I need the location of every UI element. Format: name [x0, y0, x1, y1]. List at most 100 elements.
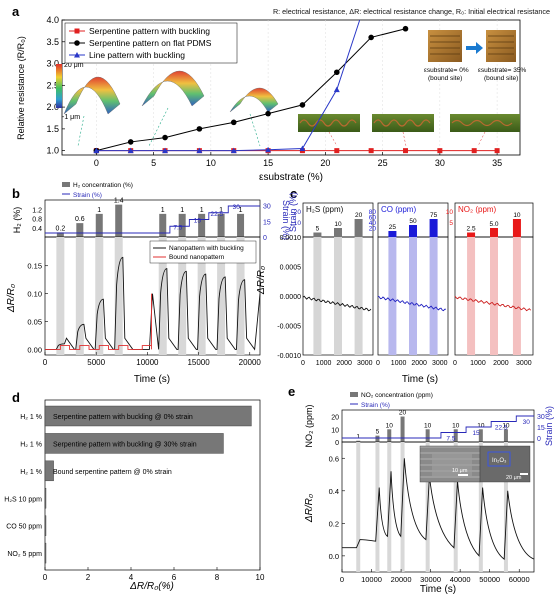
h2-pulse-label: 1: [200, 207, 204, 214]
strain-label-e: 22.5: [495, 425, 508, 432]
gas-pulse-label: 75: [430, 212, 438, 219]
data-point-square: [494, 148, 500, 154]
panel-c-xtick-label: 2000: [493, 360, 509, 367]
strain-label-e: 7.5: [446, 436, 455, 443]
colorbar-bottom-label: -1 μm: [62, 114, 80, 121]
legend-h2-concentration: H₂ concentration (%): [73, 182, 133, 189]
panel-label-d: d: [12, 390, 20, 405]
panel-c-ytick-label: 0.0010: [280, 235, 302, 242]
bar-category-label: NO₂ 5 ppm: [7, 551, 42, 558]
panel-c-trace: [377, 295, 446, 312]
h2-pulse-bar: [115, 204, 123, 237]
panel-c-trace: [454, 295, 532, 312]
strain-label-e: 15: [472, 430, 480, 437]
panel-c-xtick-label: 3000: [432, 360, 448, 367]
trace-bound-nanopattern: [45, 293, 152, 350]
panel-b-top-ylabel: H₂ (%): [12, 207, 22, 234]
h2-pulse-bar: [198, 213, 206, 237]
bar-4: [44, 515, 47, 536]
buckled-strip-inset-3: [450, 114, 520, 132]
h2-pulse-bar: [95, 213, 103, 237]
panel-a-xtick-label: 15: [263, 158, 273, 168]
sem-scale-20um: 20 μm: [506, 475, 522, 481]
panel-e-top-y2tick-label: 30: [537, 414, 545, 421]
legend-line-buckling: Line pattern with buckling: [89, 50, 185, 60]
legend-nanopattern-buckling: Nanopattern with buckling: [169, 245, 244, 252]
panel-e-ytick-label: 0.6: [329, 454, 339, 463]
gas-pulse-label: 5.0: [489, 221, 498, 228]
h2-pulse-label: 0.2: [55, 225, 65, 232]
h2-pulse-label: 1: [97, 207, 101, 214]
exposure-band: [217, 237, 226, 355]
panel-a-ytick-label: 1.0: [46, 146, 59, 156]
no2-pulse-label: 10: [452, 422, 460, 429]
exposure-band: [409, 237, 417, 355]
panel-b-xtick-label: 5000: [87, 358, 105, 367]
panel-e-xtick-label: 10000: [361, 575, 382, 584]
h2-pulse-label: 1.4: [114, 198, 124, 205]
panel-d-plot-area: [44, 399, 261, 571]
inset-strain-left: εsubstrate= 0%: [424, 67, 469, 74]
panel-label-a: a: [12, 4, 20, 19]
panel-b-top-y2tick-label: 30: [263, 204, 271, 211]
legend-bound-nanopattern: Bound nanopattern: [169, 254, 225, 261]
panel-b-ylabel: ΔR/R₀: [6, 284, 17, 313]
strain-label: 7.5: [173, 224, 182, 231]
panel-e-xlabel: Time (s): [420, 584, 456, 594]
panel-b-legend: Nanopattern with buckling Bound nanopatt…: [149, 240, 257, 264]
bar-2: [44, 460, 54, 482]
data-point-square: [368, 148, 374, 154]
panel-b-ytick-label: 0.15: [27, 262, 42, 271]
panel-c-top-ytick-label: 10: [294, 220, 302, 227]
panel-e-xtick-label: 40000: [450, 575, 471, 584]
panel-b: b 0.4 0.8 1.2 0 15 30 0.2 0.6 1 1.4 1 1 1 1 1 7.5 15 22.5…: [6, 182, 291, 385]
panel-e-top-y2tick-label: 0: [537, 436, 541, 443]
panel-b-top-y2label: Strain (%): [281, 200, 291, 240]
panel-c-top-ytick-label: 40: [369, 220, 377, 227]
panel-e-top-ytick-label: 10: [331, 427, 339, 434]
strain-step-line-e: [342, 415, 534, 439]
exposure-band-e: [478, 442, 483, 572]
no2-pulse-bar: [356, 440, 361, 442]
no2-pulse-label: 10: [386, 422, 394, 429]
gas-pulse-bar: [429, 219, 438, 237]
panel-e-top-ytick-label: 0: [335, 440, 339, 447]
panel-e-xtick-label: 30000: [420, 575, 441, 584]
arrow-icon: [466, 42, 483, 54]
panel-a-ytick-label: 2.5: [46, 80, 59, 90]
inset-bound-left: (bound site): [428, 75, 462, 82]
panel-d: d H₂ 1 % Serpentine pattern with buckling…: [4, 390, 265, 592]
series-line-1: [96, 28, 406, 152]
data-point-square: [437, 148, 443, 154]
exposure-band-e: [503, 442, 508, 572]
gas-pulse-bar: [334, 228, 342, 237]
panel-a-xtick-label: 25: [378, 158, 388, 168]
panel-b-top-legend: H₂ concentration (%) Strain (%): [62, 182, 133, 199]
data-point-triangle: [299, 145, 306, 151]
panel-a-legend: Serpentine pattern with buckling Serpent…: [64, 22, 238, 64]
no2-pulse-label: 5: [376, 429, 380, 436]
panel-d-xtick-label: 6: [172, 573, 177, 582]
no2-pulse-bar: [503, 429, 508, 442]
h2-pulse-bar: [159, 213, 167, 237]
data-point-circle: [334, 69, 340, 76]
no2-pulse-label: 10: [477, 422, 485, 429]
gas-pulse-label: 10: [334, 221, 342, 228]
strain-label: 30: [233, 204, 241, 211]
panel-b-top-ytick-label: 1.2: [32, 207, 42, 214]
panel-e-xtick-label: 20000: [391, 575, 412, 584]
panel-d-xtick-label: 8: [215, 573, 220, 582]
gas-pulse-bar: [409, 225, 417, 237]
exposure-band: [158, 237, 167, 355]
h2-pulse-label: 0.6: [75, 216, 85, 223]
panel-d-xtick-label: 0: [43, 573, 48, 582]
h2-pulse-bar: [76, 223, 84, 237]
panel-label-e: e: [288, 384, 295, 399]
data-point-circle: [162, 134, 168, 141]
no2-pulse-label: 20: [399, 410, 407, 417]
panel-e-ylabel: ΔR/R₀: [304, 494, 315, 523]
exposure-band: [334, 237, 342, 355]
exposure-band: [178, 237, 187, 355]
exposure-band: [313, 237, 322, 355]
